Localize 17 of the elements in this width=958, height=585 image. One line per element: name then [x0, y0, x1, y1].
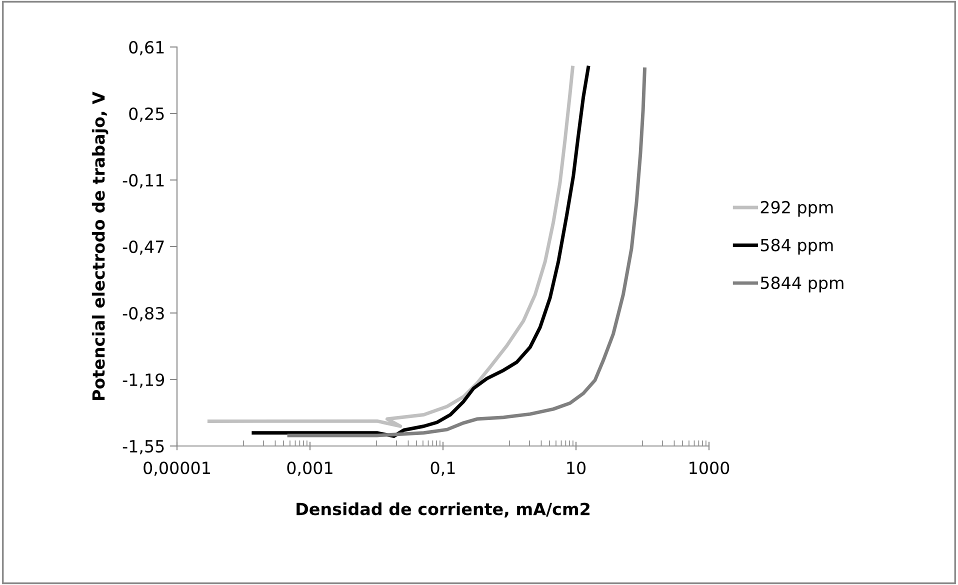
y-axis-title: Potencial electrodo de trabajo, V: [92, 92, 108, 400]
y-tick-label: 0,61: [129, 40, 164, 56]
y-tick-label: -0,83: [122, 306, 164, 322]
legend-label: 584 ppm: [760, 238, 833, 255]
x-tick-label: 0,00001: [144, 462, 210, 476]
legend-label: 292 ppm: [760, 200, 833, 217]
x-tick-label: 1000: [690, 462, 730, 474]
x-tick-label: 0,001: [287, 462, 332, 476]
x-tick-label: 10: [567, 462, 586, 474]
y-tick-label: -0,47: [122, 240, 164, 255]
y-tick-label: -1,55: [122, 440, 164, 454]
x-axis-title: Densidad de corriente, mA/cm2: [296, 502, 590, 518]
x-tick-label: 0,1: [430, 462, 455, 476]
y-tick-label: -1,19: [122, 373, 164, 388]
y-tick-label: -0,11: [122, 174, 164, 188]
y-tick-label: 0,25: [129, 107, 164, 122]
legend-label: 5844 ppm: [760, 276, 844, 292]
